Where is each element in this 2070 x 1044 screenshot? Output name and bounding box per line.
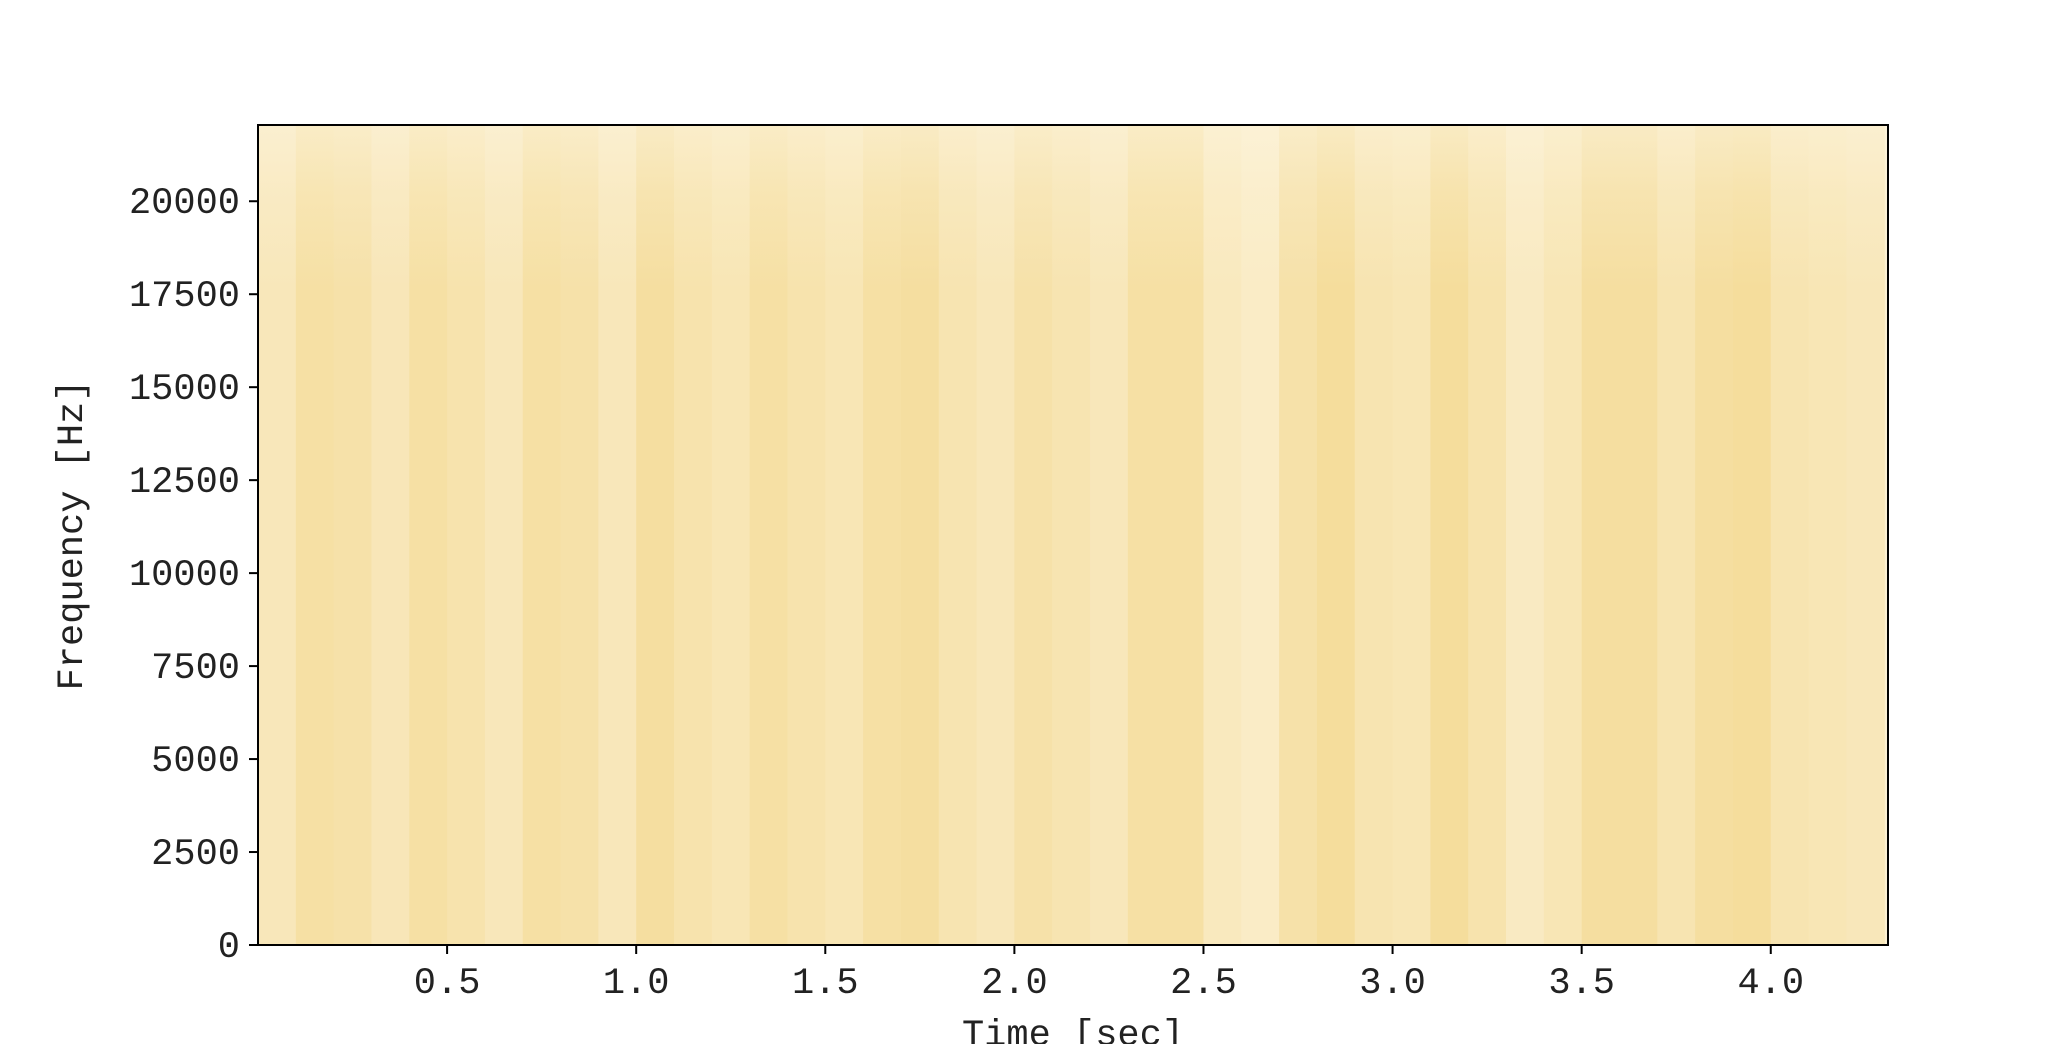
y-axis: 0 2500 5000 7500 10000 12500 15000 17500 20000 [129,183,258,969]
y-tick-label: 17500 [129,276,240,318]
y-tick-label: 2500 [151,834,240,876]
x-tick-label: 1.5 [792,963,859,1005]
y-tick-label: 20000 [129,183,240,225]
plot-frame [257,124,1889,946]
x-tick-label: 2.5 [1170,963,1237,1005]
spectrogram-high-frequency-fade [258,125,1888,945]
y-tick-label: 7500 [151,648,240,690]
x-tick-label: 1.0 [603,963,670,1005]
x-tick-label: 0.5 [414,963,481,1005]
y-tick-label: 15000 [129,369,240,411]
x-tick-label: 3.5 [1548,963,1615,1005]
y-tick-label: 10000 [129,555,240,597]
y-tick-label: 12500 [129,462,240,504]
x-axis: 0.5 1.0 1.5 2.0 2.5 3.0 3.5 4.0 [414,945,1804,1005]
y-axis-label: Frequency [Hz] [52,380,94,691]
y-tick-label: 5000 [151,741,240,783]
plot-area [258,125,1888,945]
y-tick-label: 0 [218,927,240,969]
x-axis-label: Time [sec] [962,1015,1184,1044]
x-tick-label: 2.0 [981,963,1048,1005]
x-tick-label: 3.0 [1359,963,1426,1005]
x-tick-label: 4.0 [1737,963,1804,1005]
